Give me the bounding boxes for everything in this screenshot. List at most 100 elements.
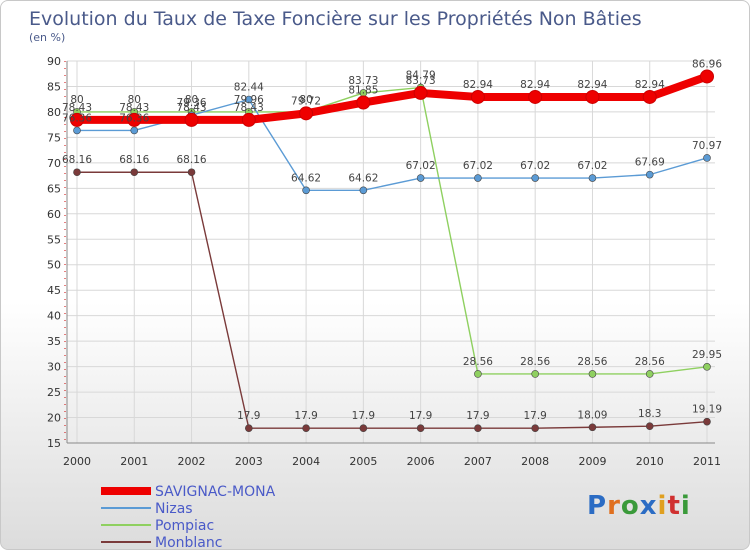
data-point: [359, 186, 368, 195]
data-point: [73, 168, 81, 177]
data-label: 84.79: [406, 70, 436, 82]
y-tick-label: 70: [47, 157, 61, 170]
data-point: [703, 154, 711, 162]
data-label: 67.69: [635, 157, 665, 169]
data-point: [299, 106, 314, 121]
data-label: 67.02: [406, 160, 436, 172]
series-line: [73, 72, 711, 124]
data-point: [703, 417, 711, 426]
data-label: 17.9: [352, 410, 375, 422]
logo-letter: i: [680, 491, 691, 521]
data-label: 82.94: [577, 79, 607, 91]
data-point: [588, 423, 597, 432]
data-label: 28.56: [635, 356, 665, 368]
data-label: 82.94: [520, 79, 550, 91]
y-tick-label: 45: [47, 284, 61, 297]
data-label: 18.09: [577, 409, 607, 421]
data-point: [184, 112, 199, 127]
data-label: 82.94: [463, 79, 493, 91]
y-tick-label: 30: [47, 361, 61, 374]
data-label: 82.94: [635, 79, 665, 91]
data-point: [531, 370, 539, 378]
data-point: [416, 424, 425, 433]
data-point: [241, 112, 256, 127]
data-label: 28.56: [463, 356, 493, 368]
data-label: 83.73: [348, 75, 378, 87]
data-label: 79.96: [234, 94, 264, 106]
logo-letter: x: [639, 491, 658, 521]
logo-letter: o: [620, 491, 640, 521]
legend-label: Monblanc: [155, 535, 222, 550]
data-label: 78.43: [119, 102, 149, 114]
y-tick-label: 50: [47, 259, 61, 272]
series-group: 68.16 68.16 68.16 17.9 17.9 17.9 17.9 17.9 17.9 1…: [62, 58, 722, 433]
data-label: 68.16: [119, 154, 149, 166]
data-point: [645, 422, 654, 430]
data-point: [359, 424, 368, 433]
data-point: [645, 370, 654, 378]
logo-letter: r: [607, 491, 621, 521]
data-label: 17.9: [237, 410, 260, 422]
logo-letter: t: [667, 491, 681, 521]
data-point: [588, 174, 597, 182]
data-point: [474, 174, 482, 182]
legend-label: Nizas: [155, 501, 193, 517]
data-label: 67.02: [463, 160, 493, 172]
data-point: [585, 89, 600, 104]
data-point: [703, 363, 711, 371]
data-point: [645, 170, 654, 179]
data-point: [474, 370, 482, 378]
chart-subtitle: (en %): [29, 31, 65, 44]
x-tick-label: 2007: [464, 455, 492, 468]
data-label: 64.62: [348, 172, 378, 184]
y-tick-label: 25: [47, 386, 61, 399]
x-tick-label: 2011: [693, 455, 721, 468]
data-label: 17.9: [523, 410, 546, 422]
y-tick-label: 80: [47, 106, 61, 119]
data-label: 67.02: [577, 160, 607, 172]
logo-letter: i: [657, 491, 668, 521]
proxiti-logo: Proxiti: [587, 491, 691, 521]
x-tick-label: 2008: [521, 455, 549, 468]
series-line: [76, 171, 708, 429]
data-point: [187, 168, 196, 177]
data-label: 80: [185, 94, 198, 106]
data-point: [700, 69, 714, 84]
x-tick-label: 2001: [120, 455, 148, 468]
data-label: 80: [299, 94, 312, 106]
data-point: [470, 89, 485, 104]
data-label: 81.85: [348, 85, 378, 97]
chart-title: Evolution du Taux de Taxe Foncière sur l…: [29, 8, 642, 30]
data-label: 76.36: [119, 112, 149, 124]
data-point: [70, 112, 84, 127]
series-line: [76, 86, 708, 375]
data-label: 67.02: [520, 160, 550, 172]
logo-letter: P: [587, 491, 608, 521]
y-tick-label: 65: [47, 182, 61, 195]
data-label: 68.16: [62, 154, 92, 166]
data-point: [73, 126, 81, 135]
legend-label: SAVIGNAC-MONA: [155, 484, 276, 500]
data-point: [416, 174, 425, 182]
y-tick-label: 35: [47, 335, 61, 348]
axes: 15 20 25 30 35 40 45 50 55 60 65 70 75 80 85 90 2000 2001…: [47, 55, 721, 468]
data-label: 78.43: [62, 102, 92, 114]
data-label: 70.97: [692, 140, 722, 152]
data-label: 78.43: [177, 102, 207, 114]
data-label: 17.9: [466, 410, 489, 422]
y-tick-label: 85: [47, 80, 61, 93]
data-label: 28.56: [520, 356, 550, 368]
data-label: 78.43: [234, 102, 264, 114]
data-label: 79.72: [291, 95, 321, 107]
y-tick-label: 15: [47, 437, 61, 450]
data-point: [245, 424, 253, 433]
data-label: 17.9: [294, 410, 317, 422]
data-label: 18.3: [638, 408, 661, 420]
data-point: [356, 95, 371, 110]
data-point: [528, 89, 543, 104]
data-label: 80: [128, 94, 141, 106]
data-label: 68.16: [177, 154, 207, 166]
data-point: [531, 424, 539, 433]
